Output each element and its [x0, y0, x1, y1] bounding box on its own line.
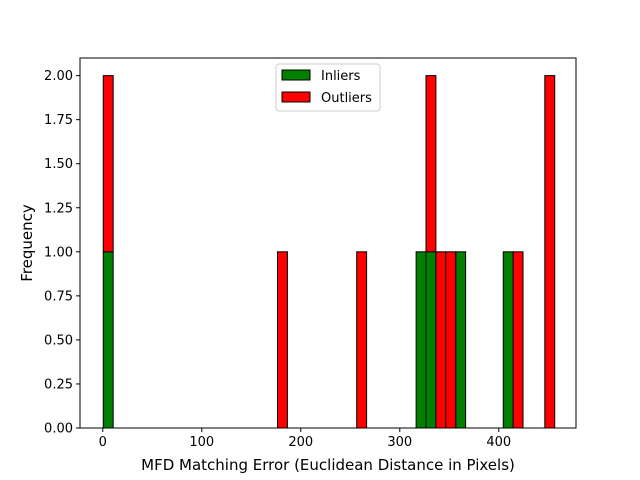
x-tick-label: 0 [99, 435, 107, 450]
y-tick-label: 0.50 [44, 333, 73, 348]
y-axis-label: Frequency [18, 204, 36, 282]
y-tick-label: 1.00 [44, 245, 73, 260]
x-axis-ticks: 0 100 200 300 400 [99, 428, 511, 450]
y-tick-label: 0.75 [44, 289, 73, 304]
bar-outliers-6 [512, 251, 524, 429]
bar-outliers-1 [277, 251, 288, 429]
x-tick-label: 400 [486, 435, 511, 450]
y-axis-ticks: 0.00 0.25 0.50 0.75 1.00 1.25 1.50 1.75 2.00 [44, 69, 80, 437]
y-tick-label: 0.00 [44, 422, 73, 437]
x-tick-label: 300 [387, 435, 412, 450]
bar-outliers-7 [544, 75, 556, 429]
y-tick-label: 1.50 [44, 157, 73, 172]
legend-swatch-outliers [281, 91, 311, 103]
bar-outliers-2 [356, 251, 368, 429]
plot-frame [79, 57, 577, 429]
bar-outliers-5 [445, 251, 457, 429]
bar-inliers-2 [425, 251, 437, 429]
x-tick-label: 100 [189, 435, 214, 450]
legend-label-inliers: Inliers [321, 69, 361, 84]
y-tick-label: 1.75 [44, 113, 73, 128]
bar-outliers-4 [435, 251, 447, 429]
bar-inliers-4 [502, 251, 514, 429]
bar-inliers-1 [415, 251, 427, 429]
bar-outliers-0 [102, 75, 114, 253]
bar-inliers-3 [455, 251, 467, 429]
y-tick-label: 2.00 [44, 69, 73, 84]
legend-swatch-inliers [281, 69, 311, 81]
bar-outliers-3 [425, 75, 437, 253]
legend: Inliers Outliers [275, 63, 381, 112]
x-axis-label: MFD Matching Error (Euclidean Distance i… [141, 456, 515, 474]
y-tick-label: 0.25 [44, 377, 73, 392]
y-tick-label: 1.25 [44, 201, 73, 216]
bar-inliers-0 [102, 251, 114, 429]
x-tick-label: 200 [288, 435, 313, 450]
legend-label-outliers: Outliers [321, 91, 372, 106]
